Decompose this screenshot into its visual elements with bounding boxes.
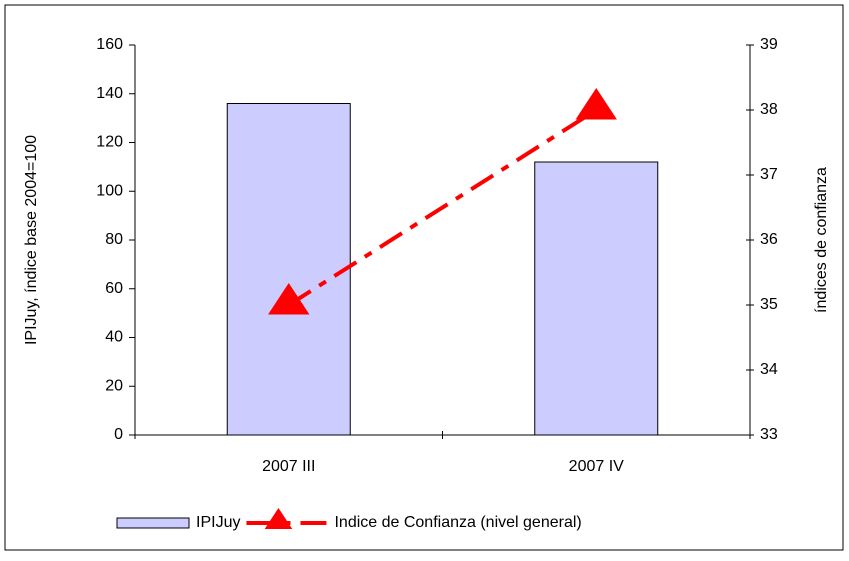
x-tick-label: 2007 III	[262, 458, 315, 475]
y-tick-label: 140	[96, 85, 123, 102]
legend-marker	[264, 508, 293, 529]
y2-tick-label: 39	[760, 36, 778, 53]
line-marker	[268, 283, 310, 315]
y-tick-label: 160	[96, 36, 123, 53]
y-tick-label: 0	[114, 426, 123, 443]
y2-tick-label: 34	[760, 361, 778, 378]
line-marker	[575, 88, 617, 120]
y-tick-label: 80	[105, 231, 123, 248]
y2-tick-label: 38	[760, 101, 778, 118]
chart-border	[4, 4, 844, 551]
bar	[226, 103, 351, 436]
y-tick-label: 20	[105, 377, 123, 394]
y2-tick-label: 37	[760, 166, 778, 183]
legend-label: Indice de Confianza (nivel general)	[334, 514, 581, 531]
legend-label: IPIJuy	[196, 514, 240, 531]
y2-tick-label: 33	[760, 426, 778, 443]
y2-axis-label: índices de confianza	[813, 167, 830, 313]
y2-tick-label: 36	[760, 231, 778, 248]
legend-swatch	[116, 517, 190, 529]
x-tick-label: 2007 IV	[569, 458, 624, 475]
y-tick-label: 100	[96, 182, 123, 199]
bar	[534, 161, 659, 436]
y-axis-label: IPIJuy, índice base 2004=100	[23, 135, 40, 345]
y-tick-label: 60	[105, 280, 123, 297]
y-tick-label: 40	[105, 329, 123, 346]
line	[287, 108, 598, 307]
y-tick-label: 120	[96, 134, 123, 151]
y2-tick-label: 35	[760, 296, 778, 313]
